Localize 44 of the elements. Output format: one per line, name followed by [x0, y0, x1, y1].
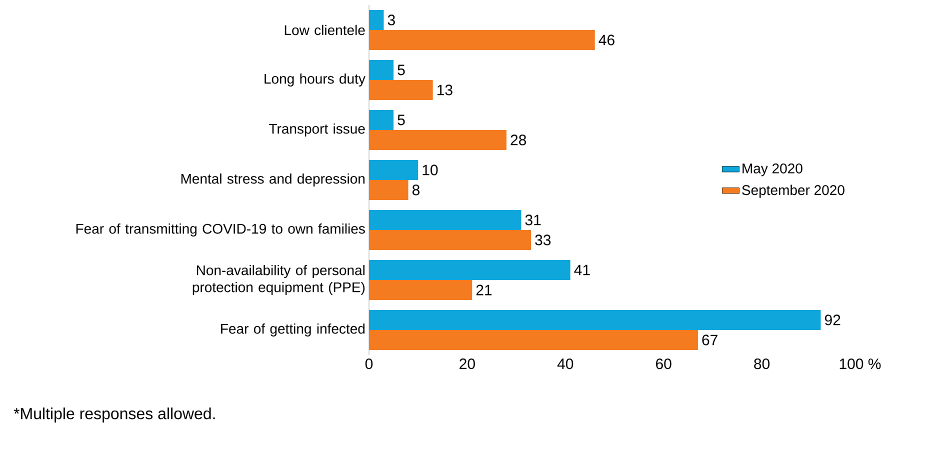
- y-tick-label: Transport issue: [269, 123, 365, 137]
- data-label: 13: [438, 84, 452, 96]
- data-label: 92: [824, 314, 840, 326]
- data-label: 46: [598, 34, 614, 46]
- y-tick-label: Non-availability of personal protection equipment (PPE): [192, 264, 365, 296]
- bar: [369, 130, 506, 150]
- data-label: 28: [510, 134, 526, 146]
- data-label: 8: [412, 184, 420, 196]
- x-tick-label: 80: [754, 358, 770, 370]
- x-tick-label: 40: [557, 358, 574, 370]
- bar: [369, 280, 472, 300]
- bar: [369, 260, 570, 280]
- bar: [369, 310, 821, 330]
- x-tick-label: 20: [460, 358, 475, 370]
- data-label: 67: [702, 334, 718, 346]
- legend-label: May 2020: [742, 164, 802, 176]
- bar: [369, 60, 394, 80]
- y-tick-label: Long hours duty: [264, 73, 366, 87]
- text: *Multiple responses allowed.: [14, 408, 215, 422]
- data-label: 5: [398, 114, 405, 126]
- bar: [369, 30, 595, 50]
- x-tick-label: 100 %: [840, 358, 881, 370]
- y-tick-label: Low clientele: [284, 24, 365, 36]
- bar: [369, 80, 433, 100]
- x-tick-label: 0: [365, 358, 373, 370]
- bar: [369, 10, 384, 30]
- data-label: 41: [574, 264, 590, 276]
- bar: [369, 160, 418, 180]
- y-tick-label: Mental stress and depression: [181, 173, 365, 187]
- bar: [369, 230, 532, 250]
- data-label: 21: [476, 284, 492, 296]
- y-tick-label: Fear of getting infected: [221, 323, 365, 337]
- legend-label: September 2020: [742, 184, 844, 198]
- data-label: 33: [535, 234, 551, 246]
- data-label: 10: [422, 164, 438, 176]
- y-tick-label: Fear of transmitting COVID-19 to own families: [76, 223, 365, 237]
- bar: [369, 110, 394, 130]
- bar: [369, 210, 522, 230]
- data-label: 5: [398, 64, 405, 76]
- bar: [369, 330, 698, 350]
- bar: [369, 180, 408, 200]
- data-label: 3: [388, 14, 395, 26]
- x-tick-label: 60: [656, 358, 672, 370]
- data-label: 31: [525, 214, 541, 226]
